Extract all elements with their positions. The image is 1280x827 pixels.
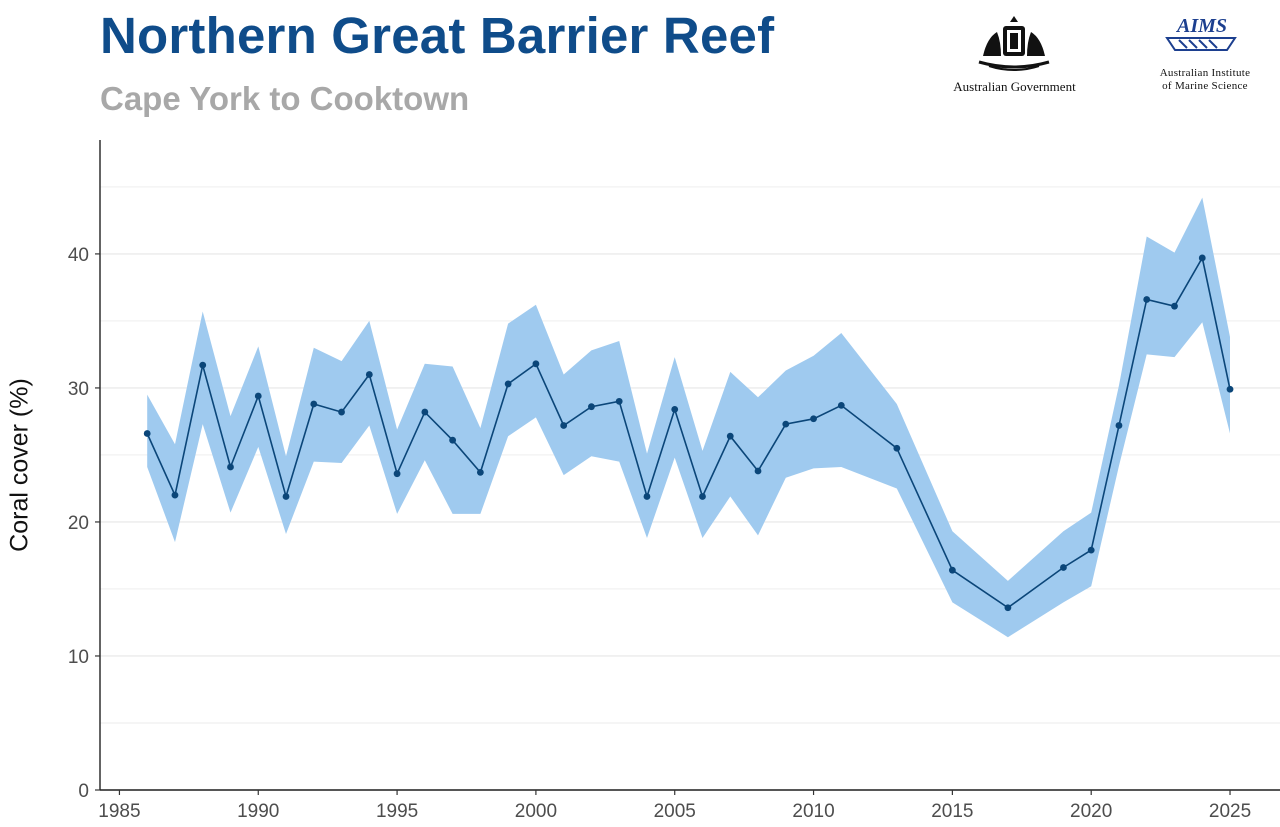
- data-point: [449, 436, 457, 444]
- data-point: [893, 444, 901, 452]
- axis-layer: 0 10 20 30 40 1985 1990 1995 2000 2005 2010 2015 202…: [68, 140, 1280, 822]
- data-point: [699, 493, 706, 500]
- data-point: [476, 468, 484, 476]
- data-point: [310, 400, 318, 408]
- data-point: [560, 422, 568, 429]
- data-point: [199, 361, 207, 369]
- data-point: [1004, 604, 1012, 612]
- data-point: [837, 401, 845, 409]
- aims-logo-line1: Australian Institute: [1159, 67, 1251, 79]
- data-point: [421, 408, 429, 416]
- y-tick-label: 20: [68, 513, 89, 534]
- x-tick-label: 2000: [515, 801, 557, 822]
- data-point: [338, 408, 345, 416]
- data-point: [393, 470, 401, 478]
- x-tick-label: 1985: [98, 801, 140, 822]
- data-point: [948, 566, 956, 574]
- aims-mark-icon: AIMS: [1165, 15, 1237, 51]
- data-point: [1226, 385, 1234, 393]
- x-tick-label: 2020: [1070, 801, 1112, 822]
- coat-of-arms-icon: [978, 16, 1050, 71]
- y-tick-label: 10: [68, 647, 89, 668]
- y-tick-label: 0: [78, 781, 89, 802]
- gov-logo-text: Australian Government: [953, 79, 1076, 94]
- aims-mark-text: AIMS: [1175, 15, 1227, 37]
- data-point: [643, 493, 651, 500]
- data-point: [754, 467, 762, 475]
- data-point: [1198, 254, 1206, 262]
- data-point: [532, 360, 540, 368]
- coral-cover-line: [146, 255, 1231, 609]
- y-tick-label: 40: [68, 245, 89, 266]
- data-point: [1115, 422, 1123, 429]
- aims-logo: AIMS Australian Institute of Marine Scie…: [1130, 10, 1280, 100]
- data-point: [1171, 302, 1178, 310]
- data-point: [1060, 564, 1067, 571]
- australian-government-logo: Australian Government: [922, 10, 1107, 100]
- data-point: [1143, 296, 1151, 303]
- y-tick-label: 30: [68, 379, 89, 400]
- data-point: [504, 380, 512, 388]
- x-tick-label: 1995: [376, 801, 418, 822]
- data-point: [143, 430, 151, 437]
- data-point: [227, 463, 234, 471]
- data-point: [810, 415, 817, 423]
- x-tick-label: 2015: [931, 801, 973, 822]
- data-point: [588, 403, 595, 411]
- aims-logo-text: Australian Institute of Marine Science: [1130, 67, 1280, 93]
- data-point: [171, 491, 179, 499]
- x-tick-label: 2010: [792, 801, 834, 822]
- data-point: [254, 392, 262, 400]
- x-tick-label: 2005: [654, 801, 696, 822]
- aims-logo-line2: of Marine Science: [1162, 80, 1248, 92]
- x-tick-label: 1990: [237, 801, 279, 822]
- chart-title: Northern Great Barrier Reef: [100, 7, 775, 64]
- series-line-layer: [146, 255, 1231, 609]
- confidence-band-layer: [147, 197, 1231, 638]
- data-point: [365, 371, 373, 378]
- data-point: [1087, 546, 1095, 554]
- data-point: [615, 397, 623, 405]
- data-point: [282, 493, 290, 500]
- chart-subtitle: Cape York to Cooktown: [100, 80, 470, 117]
- data-point-layer: [143, 254, 1234, 612]
- x-tick-label: 2025: [1209, 801, 1251, 822]
- data-point: [782, 420, 790, 428]
- confidence-band: [147, 197, 1231, 638]
- data-point: [726, 432, 734, 440]
- data-point: [671, 405, 679, 413]
